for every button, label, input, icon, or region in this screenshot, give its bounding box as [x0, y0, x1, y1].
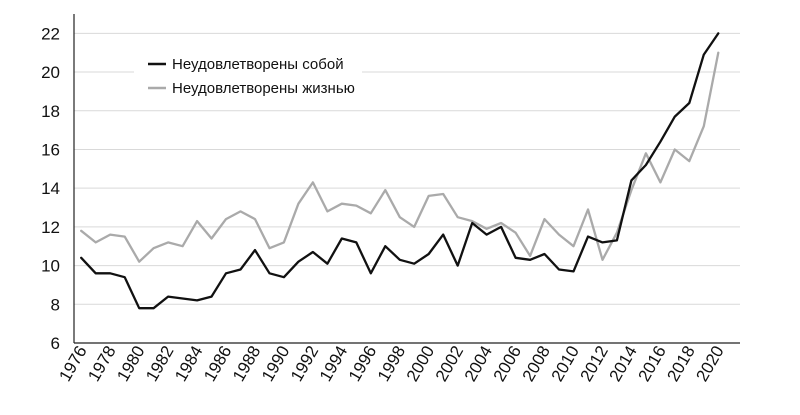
x-tick-label-2016: 2016: [634, 343, 669, 385]
x-tick-label-1992: 1992: [287, 343, 322, 385]
x-tick-label-2018: 2018: [663, 343, 698, 385]
y-tick-label-22: 22: [41, 24, 60, 43]
y-tick-label-8: 8: [51, 295, 60, 314]
y-tick-label-14: 14: [41, 179, 60, 198]
x-tick-label-1990: 1990: [258, 343, 293, 385]
legend-background: [134, 44, 362, 102]
series-line-1: [80, 32, 720, 310]
axes: 6 8 10 12 14 16 18 20 22 197619781980198219841986…: [41, 14, 740, 385]
y-tick-label-10: 10: [41, 257, 60, 276]
x-tick-label-2012: 2012: [577, 343, 612, 385]
y-tick-label-12: 12: [41, 218, 60, 237]
x-tick-label-1998: 1998: [374, 343, 409, 385]
x-tick-label-1988: 1988: [229, 343, 264, 385]
x-tick-label-1984: 1984: [171, 343, 206, 385]
x-tick-label-2006: 2006: [490, 343, 525, 385]
x-tick-label-2010: 2010: [548, 343, 583, 385]
x-tick-label-2020: 2020: [692, 343, 727, 385]
x-tick-label-2002: 2002: [432, 343, 467, 385]
legend-label-series-2: Неудовлетворены жизнью: [172, 80, 355, 97]
x-tick-label-2004: 2004: [461, 343, 496, 385]
y-tick-label-16: 16: [41, 140, 60, 159]
x-tick-label-1996: 1996: [345, 343, 380, 385]
x-tick-label-1994: 1994: [316, 343, 351, 385]
x-tick-label-1980: 1980: [113, 343, 148, 385]
x-tick-label-2014: 2014: [606, 343, 641, 385]
y-tick-label-6: 6: [51, 334, 60, 353]
legend: Неудовлетворены собой Неудовлетворены жи…: [134, 44, 362, 102]
x-tick-label-1978: 1978: [84, 343, 119, 385]
x-tick-label-1986: 1986: [200, 343, 235, 385]
legend-label-series-1: Неудовлетворены собой: [172, 56, 344, 73]
x-tick-label-2000: 2000: [403, 343, 438, 385]
x-tick-label-1982: 1982: [142, 343, 177, 385]
y-tick-label-18: 18: [41, 102, 60, 121]
series-lines: [80, 32, 720, 310]
x-tick-label-1976: 1976: [55, 343, 90, 385]
y-tick-label-20: 20: [41, 63, 60, 82]
x-tick-label-2008: 2008: [519, 343, 554, 385]
